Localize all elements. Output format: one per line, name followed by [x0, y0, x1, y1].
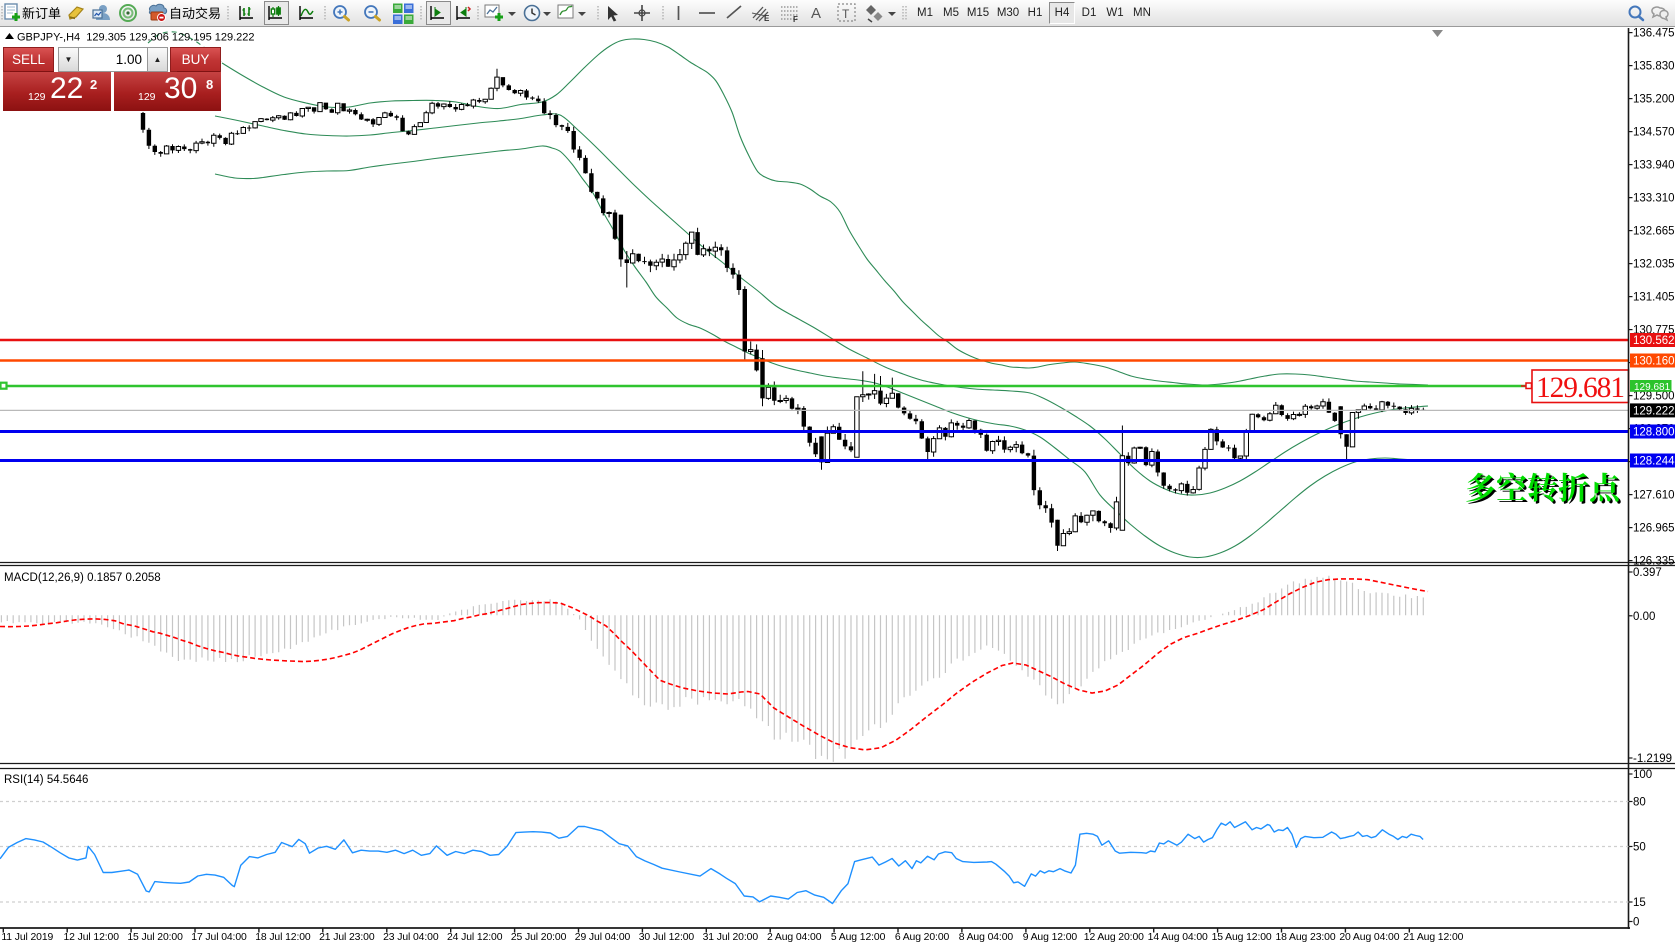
svg-text:127.610: 127.610 — [1633, 490, 1675, 502]
svg-text:128.800: 128.800 — [1633, 427, 1675, 439]
svg-text:T: T — [842, 7, 850, 21]
svg-text:2 Aug 04:00: 2 Aug 04:00 — [767, 932, 822, 943]
svg-text:133.940: 133.940 — [1633, 160, 1675, 172]
svg-text:100: 100 — [1633, 769, 1652, 781]
svg-text:129.681: 129.681 — [1634, 382, 1671, 393]
svg-text:29 Jul 04:00: 29 Jul 04:00 — [575, 932, 631, 943]
svg-text:31 Jul 20:00: 31 Jul 20:00 — [703, 932, 759, 943]
svg-text:18 Jul 12:00: 18 Jul 12:00 — [255, 932, 311, 943]
svg-text:11 Jul 2019: 11 Jul 2019 — [1, 932, 53, 943]
svg-text:132.665: 132.665 — [1633, 226, 1675, 238]
svg-text:130.562: 130.562 — [1633, 335, 1675, 347]
svg-text:24 Jul 12:00: 24 Jul 12:00 — [447, 932, 503, 943]
svg-text:133.310: 133.310 — [1633, 193, 1675, 205]
svg-text:126.965: 126.965 — [1633, 523, 1675, 535]
svg-text:RSI(14) 54.5646: RSI(14) 54.5646 — [4, 774, 88, 786]
svg-text:80: 80 — [1633, 797, 1646, 809]
svg-text:132.035: 132.035 — [1633, 259, 1675, 271]
svg-text:12 Aug 20:00: 12 Aug 20:00 — [1084, 932, 1144, 943]
svg-text:129.681: 129.681 — [1536, 372, 1625, 404]
svg-text:21 Aug 12:00: 21 Aug 12:00 — [1403, 932, 1463, 943]
svg-text:0.00: 0.00 — [1633, 611, 1655, 623]
svg-text:15 Aug 12:00: 15 Aug 12:00 — [1212, 932, 1272, 943]
svg-text:126.335: 126.335 — [1633, 556, 1675, 568]
svg-text:129.500: 129.500 — [1633, 391, 1675, 403]
svg-text:23 Jul 04:00: 23 Jul 04:00 — [383, 932, 439, 943]
svg-text:136.475: 136.475 — [1633, 28, 1675, 40]
svg-text:50: 50 — [1633, 842, 1646, 854]
svg-text:8 Aug 04:00: 8 Aug 04:00 — [959, 932, 1014, 943]
svg-text:-1.2199: -1.2199 — [1633, 753, 1672, 765]
svg-text:15 Jul 20:00: 15 Jul 20:00 — [127, 932, 183, 943]
svg-text:5 Aug 12:00: 5 Aug 12:00 — [831, 932, 886, 943]
svg-text:0.397: 0.397 — [1633, 567, 1662, 579]
svg-text:9 Aug 12:00: 9 Aug 12:00 — [1023, 932, 1078, 943]
svg-text:25 Jul 20:00: 25 Jul 20:00 — [511, 932, 567, 943]
svg-text:A: A — [811, 5, 821, 22]
svg-text:F: F — [793, 15, 798, 24]
svg-text:15: 15 — [1633, 897, 1646, 909]
svg-text:134.570: 134.570 — [1633, 127, 1675, 139]
svg-text:130.160: 130.160 — [1633, 356, 1675, 368]
svg-text:30 Jul 12:00: 30 Jul 12:00 — [639, 932, 695, 943]
svg-text:135.830: 135.830 — [1633, 61, 1675, 73]
svg-text:14 Aug 04:00: 14 Aug 04:00 — [1148, 932, 1208, 943]
svg-text:128.244: 128.244 — [1633, 456, 1675, 468]
svg-text:6 Aug 20:00: 6 Aug 20:00 — [895, 932, 950, 943]
svg-text:E: E — [764, 14, 770, 23]
svg-text:131.405: 131.405 — [1633, 292, 1675, 304]
svg-text:0: 0 — [1633, 917, 1639, 929]
svg-text:21 Jul 23:00: 21 Jul 23:00 — [319, 932, 375, 943]
svg-text:20 Aug 04:00: 20 Aug 04:00 — [1339, 932, 1399, 943]
svg-text:17 Jul 04:00: 17 Jul 04:00 — [191, 932, 247, 943]
svg-text:12 Jul 12:00: 12 Jul 12:00 — [63, 932, 119, 943]
svg-text:MACD(12,26,9) 0.1857 0.2058: MACD(12,26,9) 0.1857 0.2058 — [4, 572, 161, 584]
svg-text:135.200: 135.200 — [1633, 94, 1675, 106]
svg-text:GBPJPY-,H4 129.305 129.306 12: GBPJPY-,H4 129.305 129.306 129.195 129.2… — [17, 32, 255, 44]
svg-text:129.222: 129.222 — [1633, 405, 1675, 417]
svg-text:18 Aug 23:00: 18 Aug 23:00 — [1275, 932, 1335, 943]
